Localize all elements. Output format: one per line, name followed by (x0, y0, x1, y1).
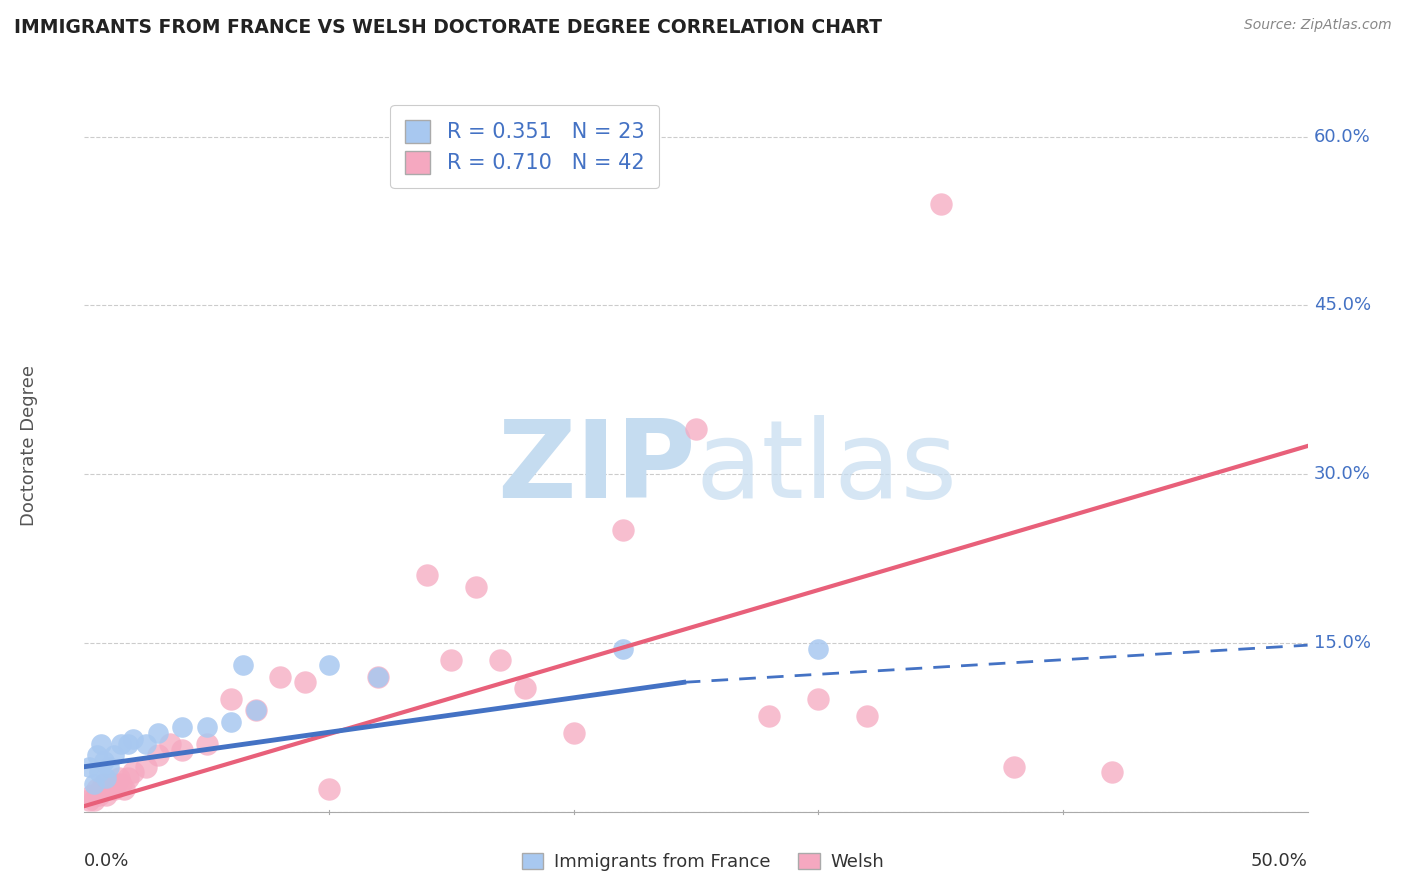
Point (87, 788, 110, 802)
Point (103, 748, 125, 763)
Point (97, 782, 120, 797)
Point (758, 709, 780, 723)
Point (416, 568, 439, 582)
Point (105, 776, 128, 790)
Point (112, 782, 135, 797)
Point (1002, 760, 1025, 774)
Point (367, 670, 389, 684)
Legend: Immigrants from France, Welsh: Immigrants from France, Welsh (515, 846, 891, 879)
Point (245, 703, 267, 717)
Point (856, 709, 879, 723)
Text: ZIP: ZIP (498, 415, 696, 521)
Point (135, 737, 157, 751)
Text: 0.0%: 0.0% (84, 852, 129, 870)
Point (87, 765, 110, 780)
Text: Doctorate Degree: Doctorate Degree (20, 366, 38, 526)
Point (97, 760, 120, 774)
Point (100, 776, 122, 790)
Point (117, 737, 139, 751)
Point (96, 788, 118, 802)
Point (93, 754, 115, 768)
Text: 60.0%: 60.0% (1313, 128, 1371, 145)
Point (135, 760, 157, 774)
Point (612, 641, 634, 656)
Point (685, 422, 707, 436)
Point (90, 737, 112, 751)
Point (86, 782, 108, 797)
Point (172, 743, 194, 757)
Point (159, 737, 181, 751)
Text: Source: ZipAtlas.com: Source: ZipAtlas.com (1244, 18, 1392, 32)
Text: 30.0%: 30.0% (1313, 465, 1371, 483)
Point (110, 737, 132, 751)
Text: atlas: atlas (696, 415, 957, 521)
Text: 50.0%: 50.0% (1251, 852, 1308, 870)
Point (440, 653, 463, 667)
Point (489, 653, 512, 667)
Point (83, 776, 105, 790)
Point (195, 720, 218, 734)
Point (122, 731, 145, 746)
Point (146, 726, 169, 740)
Point (219, 714, 242, 729)
Text: IMMIGRANTS FROM FRANCE VS WELSH DOCTORATE DEGREE CORRELATION CHART: IMMIGRANTS FROM FRANCE VS WELSH DOCTORAT… (14, 18, 882, 37)
Point (807, 692, 830, 706)
Point (367, 670, 389, 684)
Point (107, 771, 129, 785)
Point (195, 737, 218, 751)
Point (117, 771, 139, 785)
Point (318, 658, 340, 673)
Point (562, 726, 585, 740)
Point (172, 720, 194, 734)
Point (122, 765, 145, 780)
Point (929, 197, 952, 211)
Point (110, 776, 132, 790)
Point (245, 703, 267, 717)
Point (93, 776, 115, 790)
Point (77, 760, 100, 774)
Point (232, 658, 254, 673)
Point (318, 782, 340, 797)
Point (103, 782, 125, 797)
Point (90, 782, 112, 797)
Point (80, 788, 103, 802)
Legend: R = 0.351   N = 23, R = 0.710   N = 42: R = 0.351 N = 23, R = 0.710 N = 42 (391, 105, 659, 188)
Point (86, 748, 108, 763)
Point (464, 580, 486, 594)
Text: 45.0%: 45.0% (1313, 296, 1371, 314)
Point (513, 681, 536, 695)
Point (269, 670, 291, 684)
Point (96, 771, 118, 785)
Point (612, 524, 634, 538)
Point (294, 675, 316, 690)
Point (77, 793, 100, 807)
Point (1101, 765, 1123, 780)
Point (807, 641, 830, 656)
Text: 15.0%: 15.0% (1313, 634, 1371, 652)
Point (219, 692, 242, 706)
Point (146, 748, 169, 763)
Point (83, 793, 105, 807)
